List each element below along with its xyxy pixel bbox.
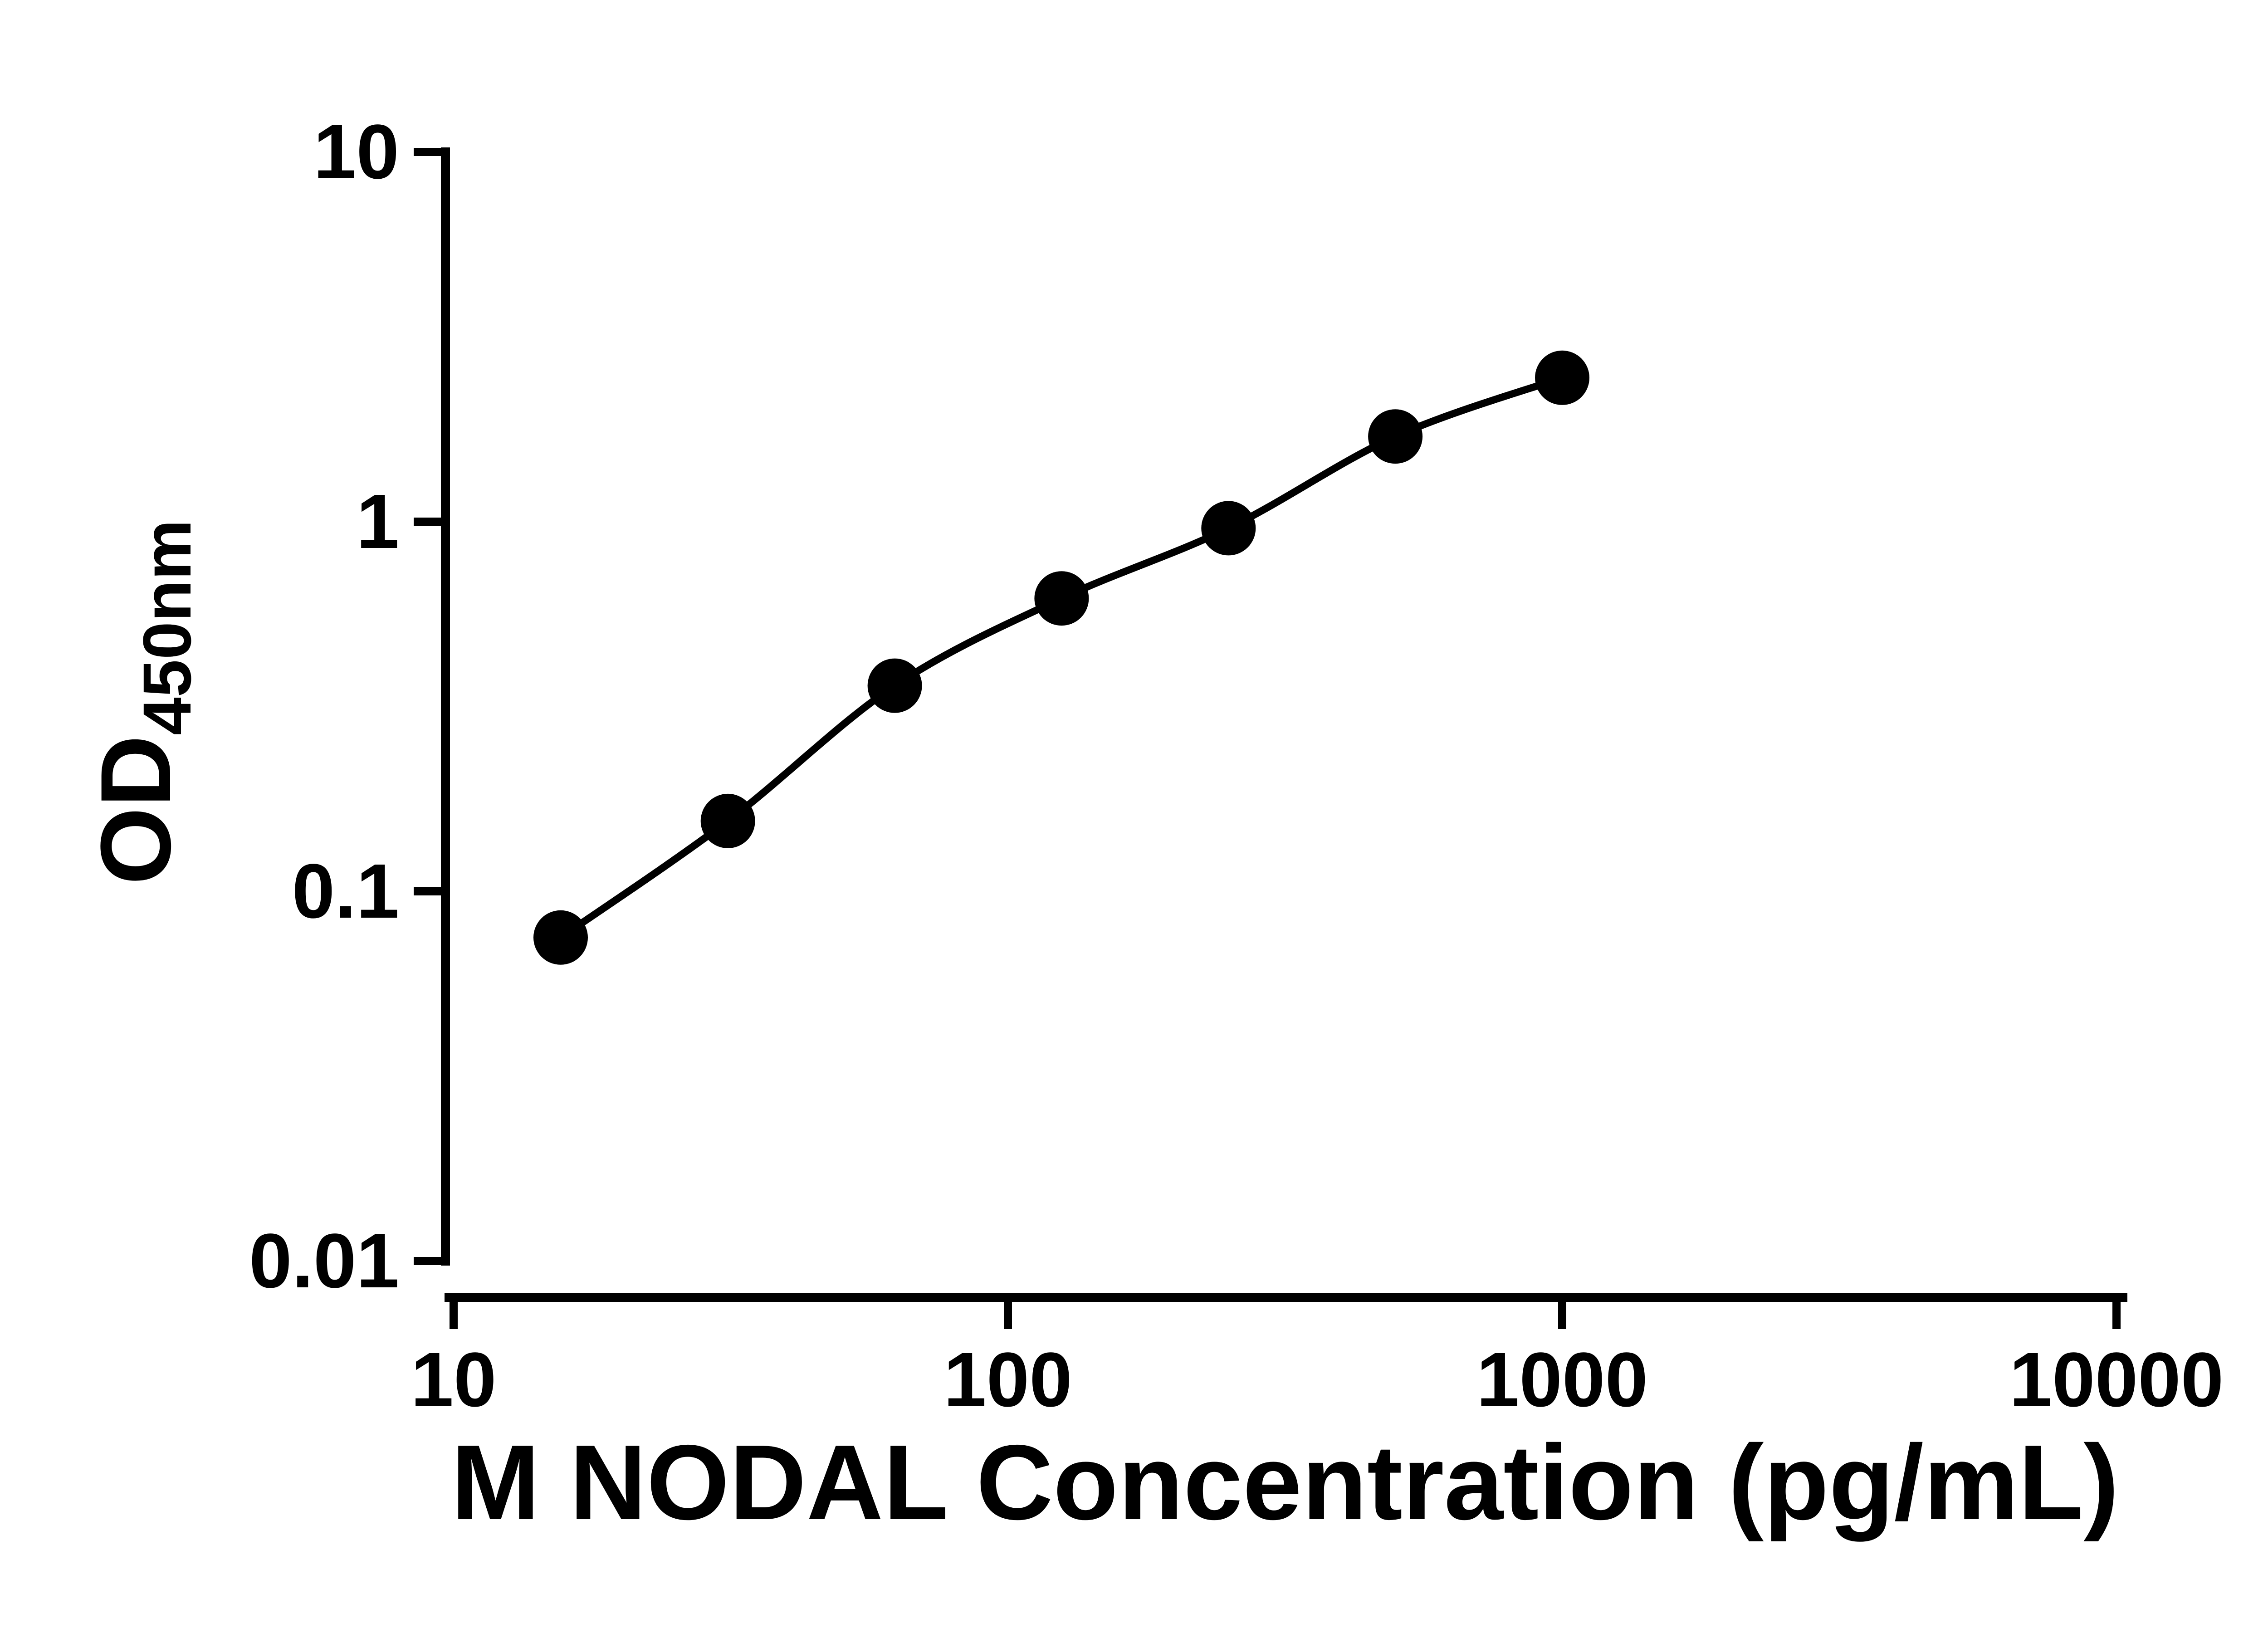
data-point (867, 658, 922, 713)
x-tick-label: 10 (411, 1337, 496, 1423)
x-tick-label: 100 (943, 1337, 1072, 1423)
y-tick-label: 0.1 (292, 848, 399, 934)
y-tick-label: 0.01 (249, 1218, 399, 1304)
x-tick-label: 1000 (1476, 1337, 1648, 1423)
data-point (1368, 409, 1423, 464)
data-point (700, 793, 755, 848)
x-tick-label: 10000 (2009, 1337, 2224, 1423)
y-tick-label: 1 (356, 479, 399, 565)
y-tick-label: 10 (313, 109, 399, 195)
fit-curve (558, 374, 1564, 941)
data-point (533, 910, 588, 965)
data-point (1201, 501, 1256, 556)
x-axis-title: M NODAL Concentration (pg/mL) (451, 1423, 2119, 1542)
data-point (1535, 350, 1589, 405)
data-point (1034, 571, 1089, 626)
